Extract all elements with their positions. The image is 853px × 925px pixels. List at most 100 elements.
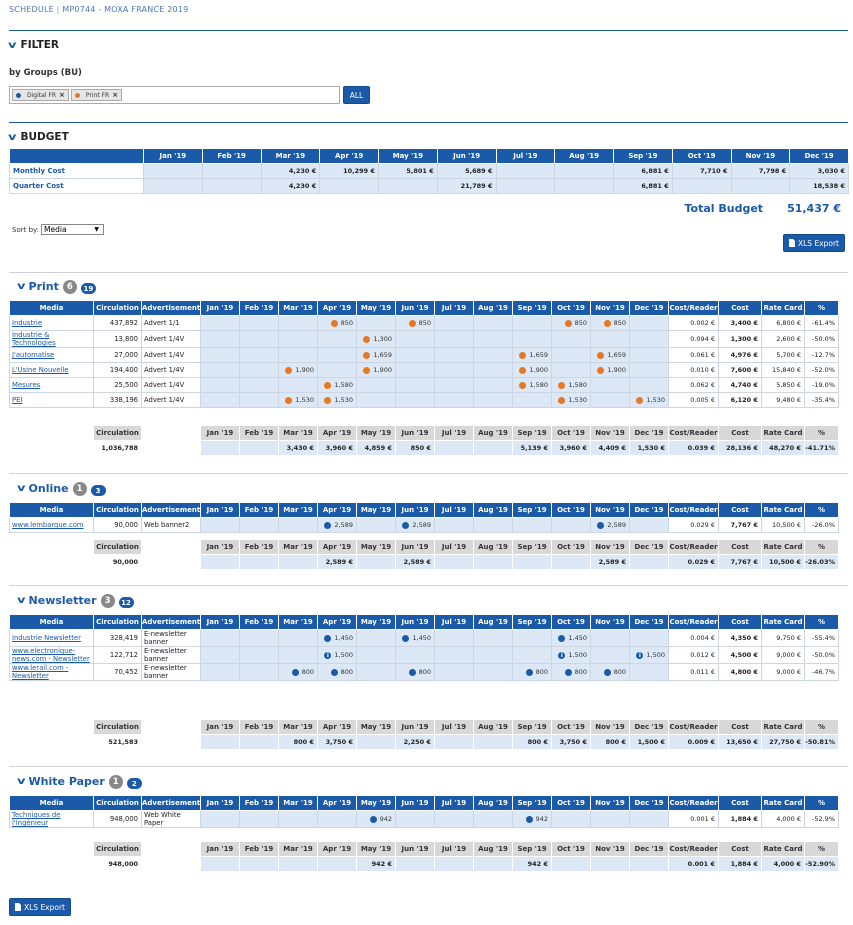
schedule-cell[interactable] <box>278 646 318 664</box>
schedule-cell[interactable]: 1,659 <box>590 347 630 363</box>
schedule-cell[interactable] <box>473 330 513 348</box>
schedule-cell[interactable] <box>629 362 669 378</box>
schedule-cell[interactable] <box>473 347 513 363</box>
schedule-cell[interactable] <box>239 330 279 348</box>
schedule-cell[interactable]: 1,580 <box>317 377 357 393</box>
schedule-cell[interactable] <box>473 362 513 378</box>
schedule-cell[interactable]: 1,900 <box>512 362 552 378</box>
chevron-down-icon[interactable]: v <box>17 483 26 494</box>
remove-tag-icon[interactable]: × <box>59 91 65 99</box>
schedule-cell[interactable] <box>317 330 357 348</box>
schedule-cell[interactable] <box>200 347 240 363</box>
schedule-cell[interactable] <box>512 330 552 348</box>
media-link[interactable]: Mesures <box>9 377 94 393</box>
media-link[interactable]: Techniques de l'Ingénieur <box>9 810 94 828</box>
schedule-cell[interactable]: 2,589 <box>590 517 630 533</box>
schedule-cell[interactable] <box>356 392 396 408</box>
schedule-cell[interactable]: 850 <box>395 315 435 331</box>
schedule-cell[interactable]: 1,659 <box>356 347 396 363</box>
schedule-cell[interactable] <box>434 810 474 828</box>
schedule-cell[interactable] <box>317 347 357 363</box>
schedule-cell[interactable] <box>239 810 279 828</box>
media-link[interactable]: Industrie & Technologies <box>9 330 94 348</box>
schedule-cell[interactable] <box>239 377 279 393</box>
schedule-cell[interactable] <box>239 663 279 681</box>
schedule-cell[interactable] <box>356 629 396 647</box>
schedule-cell[interactable] <box>200 377 240 393</box>
schedule-cell[interactable] <box>395 392 435 408</box>
schedule-cell[interactable] <box>434 315 474 331</box>
xls-export-button-bottom[interactable]: XLS Export <box>9 898 71 916</box>
schedule-cell[interactable]: 2,589 <box>395 517 435 533</box>
schedule-cell[interactable]: i 1,500 <box>317 646 357 664</box>
schedule-cell[interactable] <box>434 517 474 533</box>
schedule-cell[interactable]: 1,450 <box>551 629 591 647</box>
schedule-cell[interactable] <box>551 362 591 378</box>
group-tags-input[interactable]: Digital FR × Print FR × <box>9 86 340 104</box>
schedule-cell[interactable] <box>356 646 396 664</box>
schedule-cell[interactable] <box>356 517 396 533</box>
group-header-newsletter[interactable]: v Newsletter 3 12 <box>17 593 134 608</box>
media-link[interactable]: PEI <box>9 392 94 408</box>
schedule-cell[interactable] <box>512 315 552 331</box>
schedule-cell[interactable] <box>395 810 435 828</box>
chevron-down-icon[interactable]: v <box>8 131 17 143</box>
schedule-cell[interactable] <box>473 517 513 533</box>
schedule-cell[interactable]: 800 <box>551 663 591 681</box>
schedule-cell[interactable] <box>278 330 318 348</box>
schedule-cell[interactable] <box>278 377 318 393</box>
schedule-cell[interactable] <box>200 646 240 664</box>
schedule-cell[interactable] <box>239 315 279 331</box>
schedule-cell[interactable] <box>200 629 240 647</box>
schedule-cell[interactable] <box>629 347 669 363</box>
chevron-down-icon[interactable]: v <box>17 281 26 292</box>
chevron-down-icon[interactable]: v <box>17 595 26 606</box>
schedule-cell[interactable] <box>629 517 669 533</box>
schedule-cell[interactable] <box>239 629 279 647</box>
schedule-cell[interactable] <box>551 810 591 828</box>
schedule-cell[interactable] <box>434 629 474 647</box>
schedule-cell[interactable] <box>473 377 513 393</box>
schedule-cell[interactable]: 800 <box>512 663 552 681</box>
schedule-cell[interactable]: 1,900 <box>590 362 630 378</box>
schedule-cell[interactable]: 800 <box>590 663 630 681</box>
schedule-cell[interactable] <box>356 377 396 393</box>
sort-by-select[interactable]: Media ▼ <box>41 224 105 235</box>
schedule-cell[interactable] <box>278 629 318 647</box>
budget-header[interactable]: v BUDGET <box>8 131 69 143</box>
schedule-cell[interactable] <box>551 517 591 533</box>
schedule-cell[interactable] <box>473 663 513 681</box>
schedule-cell[interactable] <box>356 315 396 331</box>
schedule-cell[interactable] <box>200 315 240 331</box>
schedule-cell[interactable] <box>434 663 474 681</box>
media-link[interactable]: Industrie <box>9 315 94 331</box>
schedule-cell[interactable]: 800 <box>395 663 435 681</box>
schedule-cell[interactable]: 1,580 <box>551 377 591 393</box>
schedule-cell[interactable]: 850 <box>551 315 591 331</box>
schedule-cell[interactable]: 1,900 <box>356 362 396 378</box>
schedule-cell[interactable] <box>317 362 357 378</box>
schedule-cell[interactable] <box>473 629 513 647</box>
schedule-cell[interactable] <box>434 330 474 348</box>
schedule-cell[interactable]: 942 <box>356 810 396 828</box>
schedule-cell[interactable]: 1,659 <box>512 347 552 363</box>
schedule-cell[interactable]: i 1,500 <box>629 646 669 664</box>
schedule-cell[interactable] <box>200 392 240 408</box>
schedule-cell[interactable] <box>356 663 396 681</box>
schedule-cell[interactable] <box>200 330 240 348</box>
schedule-cell[interactable] <box>629 663 669 681</box>
schedule-cell[interactable] <box>317 810 357 828</box>
schedule-cell[interactable] <box>473 392 513 408</box>
schedule-cell[interactable]: 2,589 <box>317 517 357 533</box>
schedule-cell[interactable]: 800 <box>317 663 357 681</box>
schedule-cell[interactable] <box>200 663 240 681</box>
schedule-cell[interactable] <box>278 517 318 533</box>
group-header-white-paper[interactable]: v White Paper 1 2 <box>17 774 142 789</box>
media-link[interactable]: www.lembarque.com <box>9 517 94 533</box>
chevron-down-icon[interactable]: v <box>17 776 26 787</box>
schedule-cell[interactable] <box>239 392 279 408</box>
schedule-cell[interactable] <box>434 377 474 393</box>
schedule-cell[interactable]: i 1,500 <box>551 646 591 664</box>
group-header-print[interactable]: v Print 6 19 <box>17 279 96 294</box>
chevron-down-icon[interactable]: v <box>8 39 17 51</box>
